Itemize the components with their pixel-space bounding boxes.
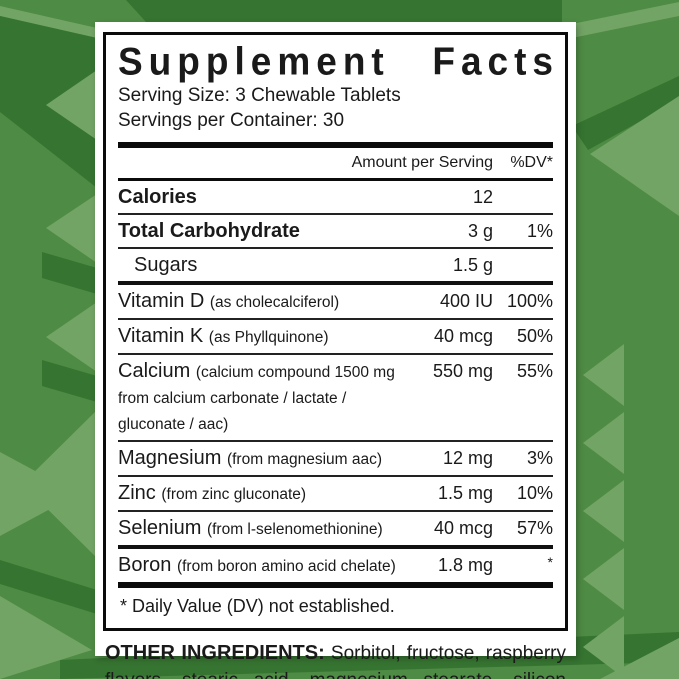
nutrient-dv: 100% <box>506 291 553 311</box>
nutrient-name-main: Zinc <box>118 482 156 504</box>
nutrient-name-main: Magnesium <box>118 447 222 469</box>
facts-row: Vitamin D (as cholecalciferol) 400 IU 10… <box>118 285 553 320</box>
nutrient-name: Selenium (from l-selenomethionine) <box>118 516 401 542</box>
nutrient-name: Magnesium (from magnesium aac) <box>118 446 401 472</box>
facts-row: Magnesium (from magnesium aac) 12 mg 3% <box>118 442 553 477</box>
nutrient-dv: 3% <box>526 448 553 468</box>
facts-row: Selenium (from l-selenomethionine) 40 mc… <box>118 512 553 549</box>
nutrient-name-main: Calories <box>118 186 197 208</box>
other-ingredients: OTHER INGREDIENTS: Sorbitol, fructose, r… <box>105 640 566 679</box>
nutrient-name: Boron (from boron amino acid chelate) <box>118 553 401 579</box>
nutrient-amount: 12 mg <box>442 448 493 468</box>
nutrient-name-main: Vitamin K <box>118 325 204 347</box>
nutrient-name-main: Sugars <box>134 254 198 276</box>
nutrient-amount: 1.8 mg <box>437 555 493 575</box>
nutrient-amount: 400 IU <box>439 291 493 311</box>
nutrient-name-detail: (as Phyllquinone) <box>208 329 329 346</box>
nutrient-name-main: Calcium <box>118 360 191 382</box>
nutrient-name: Total Carbohydrate <box>118 219 401 244</box>
nutrient-dv: 1% <box>526 221 553 241</box>
dv-footnote: * Daily Value (DV) not established. <box>120 596 395 616</box>
nutrient-name: Zinc (from zinc gluconate) <box>118 481 401 507</box>
facts-row: Vitamin K (as Phyllquinone) 40 mcg 50% <box>118 320 553 355</box>
nutrient-name: Calories <box>118 185 401 210</box>
amount-column-header: Amount per Serving <box>351 154 493 171</box>
servings-per-container-text: Servings per Container: 30 <box>118 110 345 131</box>
label-title: Supplement Facts <box>118 37 553 85</box>
nutrient-name-main: Boron <box>118 554 172 576</box>
facts-column-headers: Amount per Serving %DV* <box>118 148 553 181</box>
nutrient-name-detail: (from boron amino acid chelate) <box>176 558 396 575</box>
facts-box: Supplement Facts Serving Size: 3 Chewable… <box>103 32 568 631</box>
nutrient-amount: 1.5 g <box>452 255 493 275</box>
nutrient-amount: 3 g <box>467 221 493 241</box>
nutrient-dv: * <box>547 554 553 570</box>
nutrient-name: Vitamin K (as Phyllquinone) <box>118 324 401 350</box>
nutrient-name-main: Selenium <box>118 517 202 539</box>
facts-row: Zinc (from zinc gluconate) 1.5 mg 10% <box>118 477 553 512</box>
nutrient-amount: 40 mcg <box>433 518 493 538</box>
nutrient-name-main: Vitamin D <box>118 290 205 312</box>
facts-rows: Calories 12 Total Carbohydrate 3 g 1% Su… <box>118 181 553 588</box>
facts-row: Sugars 1.5 g <box>118 249 553 285</box>
nutrient-name-main: Total Carbohydrate <box>118 220 300 242</box>
separator-thick-top <box>118 142 553 148</box>
supplement-label-panel: Supplement Facts Serving Size: 3 Chewable… <box>95 22 576 679</box>
nutrient-amount: 12 <box>472 187 493 207</box>
other-ingredients-label: OTHER INGREDIENTS: <box>105 642 325 664</box>
other-ingredients-text: Sorbitol, fructose, raspberry flavors, s… <box>105 643 566 679</box>
nutrient-dv: 57% <box>516 518 553 538</box>
nutrient-dv: 55% <box>516 361 553 381</box>
facts-row: Calories 12 <box>118 181 553 215</box>
facts-row: Total Carbohydrate 3 g 1% <box>118 215 553 249</box>
facts-row: Calcium (calcium compound 1500 mg from c… <box>118 355 553 442</box>
title-word: Supplement <box>118 40 390 83</box>
nutrient-amount: 1.5 mg <box>437 483 493 503</box>
nutrient-dv: 50% <box>516 326 553 346</box>
nutrient-name-detail: (calcium compound 1500 mg from calcium c… <box>118 364 395 433</box>
nutrient-name: Calcium (calcium compound 1500 mg from c… <box>118 359 401 437</box>
nutrient-name-detail: (from zinc gluconate) <box>161 486 307 503</box>
facts-row: Boron (from boron amino acid chelate) 1.… <box>118 549 553 588</box>
serving-size-text: Serving Size: 3 Chewable Tablets <box>118 85 401 106</box>
dv-column-header: %DV* <box>510 154 553 171</box>
nutrient-amount: 550 mg <box>432 361 493 381</box>
nutrient-name: Vitamin D (as cholecalciferol) <box>118 289 401 315</box>
nutrient-name-detail: (from l-selenomethionine) <box>206 521 383 538</box>
nutrient-dv: 10% <box>516 483 553 503</box>
nutrient-name: Sugars <box>118 253 401 278</box>
title-word: Facts <box>432 40 559 83</box>
nutrient-name-detail: (as cholecalciferol) <box>209 294 340 311</box>
nutrient-amount: 40 mcg <box>433 326 493 346</box>
nutrient-name-detail: (from magnesium aac) <box>226 451 382 468</box>
